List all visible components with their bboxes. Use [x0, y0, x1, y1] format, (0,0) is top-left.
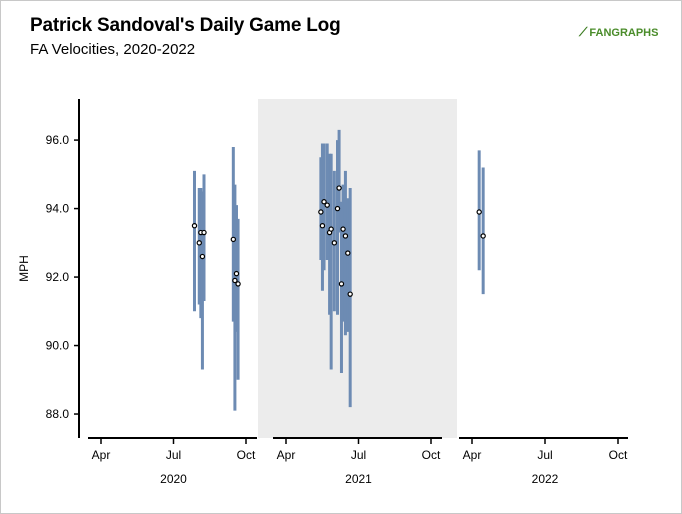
- year-label: 2021: [345, 472, 372, 486]
- y-axis-label: MPH: [17, 255, 31, 282]
- x-tick-label: Apr: [277, 448, 296, 462]
- average-velocity-point: [342, 233, 349, 239]
- average-velocity-point: [235, 281, 241, 287]
- chart-title: Patrick Sandoval's Daily Game Log: [30, 15, 341, 36]
- average-velocity-point: [232, 277, 238, 284]
- chart-subtitle: FA Velocities, 2020-2022: [30, 41, 196, 58]
- average-velocity-point: [318, 209, 324, 215]
- average-velocity-point: [201, 229, 207, 236]
- average-velocity-point: [331, 240, 338, 246]
- average-velocity-point: [191, 222, 198, 229]
- x-tick-label: Apr: [463, 448, 482, 462]
- average-velocity-point: [199, 253, 206, 260]
- x-tick-label: Oct: [422, 448, 441, 462]
- x-tick-label: Jul: [351, 448, 366, 462]
- average-velocity-point: [319, 222, 326, 229]
- x-tick-label: Jul: [537, 448, 552, 462]
- fangraphs-logo-text: FANGRAPHS: [589, 26, 659, 39]
- highlight-panel-background: [258, 99, 457, 438]
- year-label: 2020: [160, 472, 187, 486]
- y-tick-label: 88.0: [46, 407, 70, 421]
- year-label: 2022: [532, 472, 559, 486]
- x-tick-label: Oct: [237, 448, 256, 462]
- average-velocity-point: [480, 233, 486, 239]
- average-velocity-point: [328, 226, 334, 232]
- fangraphs-logo-icon: ⟋: [579, 25, 588, 39]
- average-velocity-point: [340, 226, 346, 232]
- average-velocity-point: [345, 250, 351, 256]
- average-velocity-point: [347, 291, 353, 297]
- y-tick-label: 90.0: [46, 339, 70, 353]
- average-velocity-point: [321, 199, 327, 205]
- average-velocity-point: [338, 281, 345, 287]
- y-tick-label: 96.0: [46, 133, 70, 147]
- fangraphs-logo: ⟋ FANGRAPHS: [579, 25, 658, 40]
- average-velocity-point: [233, 270, 240, 277]
- x-tick-label: Apr: [92, 448, 111, 462]
- average-velocity-point: [196, 240, 202, 246]
- x-tick-label: Oct: [609, 448, 628, 462]
- average-velocity-point: [324, 202, 330, 208]
- y-tick-label: 94.0: [46, 202, 70, 216]
- average-velocity-point: [230, 236, 237, 243]
- x-tick-label: Jul: [166, 448, 181, 462]
- average-velocity-point: [336, 185, 342, 191]
- average-velocity-point: [476, 209, 482, 215]
- average-velocity-point: [334, 205, 341, 212]
- y-tick-label: 92.0: [46, 270, 70, 284]
